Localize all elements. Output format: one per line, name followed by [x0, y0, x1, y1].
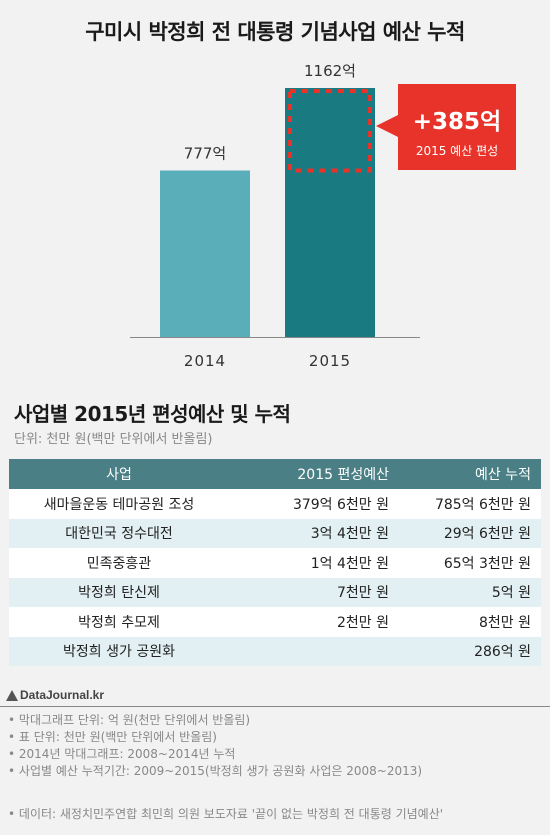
cell-project: 박정희 생가 공원화 — [9, 636, 229, 666]
value-label-2014: 777억 — [184, 145, 226, 163]
brand-name: DataJournal.kr — [20, 688, 105, 702]
increase-value: +385억 — [412, 109, 502, 135]
cell-project: 민족중흥관 — [9, 548, 229, 578]
bar-2014 — [160, 170, 250, 337]
increase-dashed-box — [288, 89, 372, 173]
table-header-row: 사업 2015 편성예산 예산 누적 — [9, 459, 541, 489]
table-unit-note: 단위: 천만 원(백만 단위에서 반올림) — [14, 432, 213, 447]
footnote: 막대그래프 단위: 억 원(천만 단위에서 반올림) — [8, 712, 422, 729]
cell-cumulative: 286억 원 — [399, 636, 541, 666]
cell-cumulative: 5억 원 — [399, 577, 541, 607]
header-project: 사업 — [9, 459, 229, 489]
cell-2015-budget: 2천만 원 — [229, 607, 399, 637]
x-tick-label-2015: 2015 — [309, 352, 351, 370]
header-2015-budget: 2015 편성예산 — [229, 459, 399, 489]
cell-2015-budget: 3억 4천만 원 — [229, 518, 399, 548]
budget-table: 사업 2015 편성예산 예산 누적 새마을운동 테마공원 조성 379억 6천… — [9, 459, 541, 666]
bar-chart: 777억 1162억 2014 2015 — [130, 62, 420, 370]
cell-project: 박정희 탄신제 — [9, 577, 229, 607]
brand-bar: DataJournal.kr — [0, 686, 550, 707]
table-row: 박정희 탄신제 7천만 원 5억 원 — [9, 577, 541, 607]
cell-2015-budget: 7천만 원 — [229, 577, 399, 607]
footnote: 2014년 막대그래프: 2008~2014년 누적 — [8, 746, 422, 763]
cell-project: 새마을운동 테마공원 조성 — [9, 489, 229, 519]
cell-project: 박정희 추모제 — [9, 607, 229, 637]
cell-2015-budget — [229, 636, 399, 666]
increase-note: 2015 예산 편성 — [415, 144, 499, 158]
cell-2015-budget: 1억 4천만 원 — [229, 548, 399, 578]
page-title: 구미시 박정희 전 대통령 기념사업 예산 누적 — [85, 20, 465, 44]
header-cumulative: 예산 누적 — [399, 459, 541, 489]
footnotes: 막대그래프 단위: 억 원(천만 단위에서 반올림) 표 단위: 천만 원(백만… — [8, 712, 422, 780]
table-row: 민족중흥관 1억 4천만 원 65억 3천만 원 — [9, 548, 541, 578]
cell-cumulative: 65억 3천만 원 — [399, 548, 541, 578]
table-row: 박정희 생가 공원화 286억 원 — [9, 636, 541, 666]
cell-cumulative: 8천만 원 — [399, 607, 541, 637]
cell-project: 대한민국 정수대전 — [9, 518, 229, 548]
table-row: 대한민국 정수대전 3억 4천만 원 29억 6천만 원 — [9, 518, 541, 548]
value-label-2015: 1162억 — [304, 62, 356, 80]
table-row: 새마을운동 테마공원 조성 379억 6천만 원 785억 6천만 원 — [9, 489, 541, 519]
brand-logo-icon — [6, 690, 18, 701]
footnote: 표 단위: 천만 원(백만 단위에서 반올림) — [8, 729, 422, 746]
table-row: 박정희 추모제 2천만 원 8천만 원 — [9, 607, 541, 637]
bar-2015 — [285, 88, 375, 337]
x-tick-label-2014: 2014 — [184, 352, 226, 370]
increase-callout: +385억 2015 예산 편성 — [376, 84, 516, 170]
cell-cumulative: 29억 6천만 원 — [399, 518, 541, 548]
cell-cumulative: 785억 6천만 원 — [399, 489, 541, 519]
cell-2015-budget: 379억 6천만 원 — [229, 489, 399, 519]
footnote: 사업별 예산 누적기간: 2009~2015(박정희 생가 공원화 사업은 20… — [8, 763, 422, 780]
table-title: 사업별 2015년 편성예산 및 누적 — [14, 402, 291, 426]
data-source: 데이터: 새정치민주연합 최민희 의원 보도자료 '끝이 없는 박정희 전 대통… — [8, 805, 443, 822]
